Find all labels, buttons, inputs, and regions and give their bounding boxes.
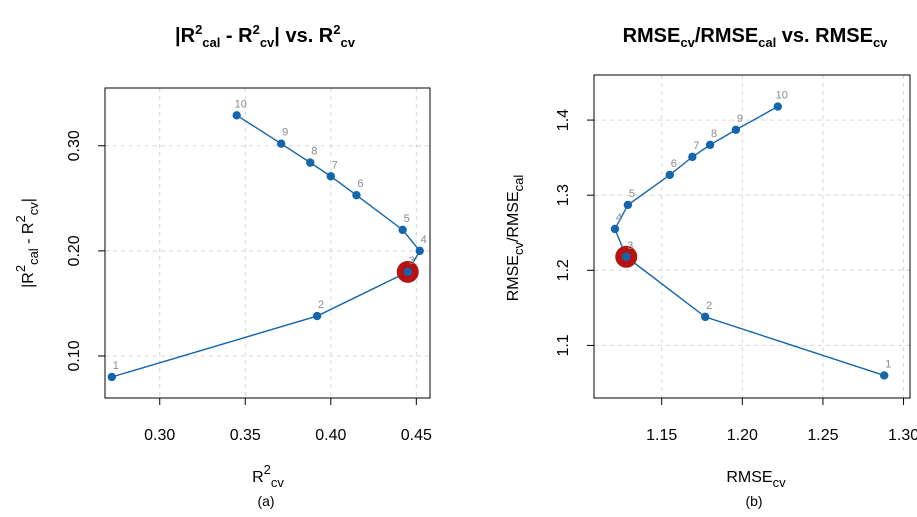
y-tick-label: 0.10 (66, 340, 83, 371)
point-label: 2 (318, 299, 324, 311)
data-point (326, 172, 335, 181)
x-tick-label: 0.35 (230, 427, 261, 444)
y-tick-label: 1.4 (555, 109, 572, 131)
x-tick-label: 1.20 (727, 427, 758, 444)
point-label: 6 (671, 158, 677, 170)
chart-panel-a: 0.30 0.35 0.40 0.45 0.10 0.20 0.30 |R2cal - R2c… (13, 22, 432, 509)
point-label: 3 (627, 240, 633, 252)
point-label: 9 (282, 127, 288, 139)
y-tick-label: 0.20 (66, 235, 83, 266)
point-label: 9 (737, 113, 743, 125)
data-point (398, 225, 407, 235)
data-point (352, 190, 361, 200)
point-label: 7 (693, 140, 699, 152)
data-point (107, 372, 117, 382)
x-tick-label: 1.30 (888, 427, 917, 444)
x-axis-label: R2cv (252, 462, 284, 490)
data-point (701, 312, 710, 322)
plot-frame (593, 74, 911, 399)
x-tick-label: 0.30 (144, 427, 175, 444)
point-label: 5 (404, 213, 410, 225)
panel-label: (a) (257, 493, 274, 509)
x-tick-label: 0.45 (401, 427, 432, 444)
series-line (111, 114, 421, 378)
data-point (232, 111, 241, 120)
y-axis-label: |R2cal - R2cv| (13, 198, 41, 288)
point-label: 10 (235, 98, 247, 110)
chart-title: RMSEcv/RMSEcal vs. RMSEcv (623, 25, 889, 50)
y-tick-label: 1.3 (555, 184, 572, 206)
point-label: 10 (776, 90, 788, 102)
panel-label: (b) (745, 493, 762, 509)
x-tick-label: 0.40 (315, 427, 346, 444)
data-point (880, 371, 889, 380)
data-point (610, 224, 620, 234)
series-line (614, 105, 885, 377)
point-label: 4 (616, 212, 622, 224)
point-label: 7 (332, 159, 338, 171)
data-point (403, 267, 412, 277)
data-point (773, 102, 782, 111)
point-label: 1 (885, 358, 891, 370)
data-point (665, 170, 674, 180)
data-point (705, 140, 715, 150)
y-axis-label: RMSEcv/RMSEcal (505, 175, 526, 302)
data-point (312, 311, 322, 321)
data-point (731, 125, 741, 135)
data-point (688, 152, 697, 162)
x-tick-label: 1.15 (646, 427, 677, 444)
chart-panel-b: 1.15 1.20 1.25 1.30 1.1 1.2 1.3 1.4 RMSEcv/RMSEc… (505, 25, 917, 509)
point-label: 4 (421, 234, 427, 246)
plot-frame (104, 87, 431, 399)
data-point (276, 139, 286, 148)
point-label: 8 (711, 128, 717, 140)
point-label: 6 (357, 178, 363, 190)
chart-title: |R2cal - R2cv| vs. R2cv (175, 22, 356, 50)
point-label: 8 (311, 146, 317, 158)
x-axis-label: RMSEcv (726, 469, 786, 490)
data-point (623, 200, 633, 210)
data-point (415, 246, 424, 256)
point-label: 1 (113, 360, 119, 372)
x-tick-label: 1.25 (807, 427, 838, 444)
point-label: 5 (629, 188, 635, 200)
data-point (306, 158, 315, 167)
grid (105, 88, 430, 398)
point-label: 2 (706, 300, 712, 312)
grid (594, 75, 910, 398)
y-tick-label: 1.1 (555, 334, 572, 356)
data-point (622, 252, 631, 261)
point-label: 3 (409, 255, 415, 267)
y-tick-label: 1.2 (555, 259, 572, 281)
y-tick-label: 0.30 (66, 130, 83, 161)
